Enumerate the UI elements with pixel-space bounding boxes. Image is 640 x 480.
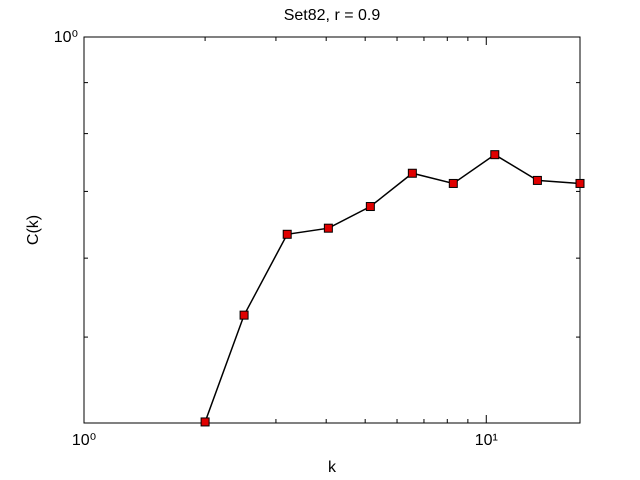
chart-title: Set82, r = 0.9: [284, 7, 381, 24]
y-axis-label: C(k): [25, 215, 42, 245]
y-tick-label: 10⁰: [54, 29, 78, 46]
data-point: [323, 223, 333, 233]
data-point: [532, 175, 542, 185]
data-point: [407, 168, 417, 178]
data-point: [365, 202, 375, 212]
x-tick-label: 10¹: [475, 432, 498, 449]
x-tick-label: 10⁰: [72, 432, 96, 449]
data-point: [448, 178, 458, 188]
data-point: [200, 417, 210, 427]
data-point: [239, 310, 249, 320]
x-axis-label: k: [328, 459, 337, 476]
data-point: [282, 229, 292, 239]
data-point: [490, 150, 500, 160]
data-line: [204, 153, 581, 423]
data-point: [575, 178, 585, 188]
